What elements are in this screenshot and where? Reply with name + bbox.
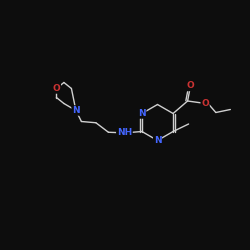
Text: N: N [72,106,80,115]
Text: O: O [186,82,194,90]
Text: O: O [201,98,209,108]
Text: N: N [154,136,161,145]
Text: O: O [52,84,60,93]
Text: NH: NH [117,128,132,137]
Text: N: N [138,109,146,118]
